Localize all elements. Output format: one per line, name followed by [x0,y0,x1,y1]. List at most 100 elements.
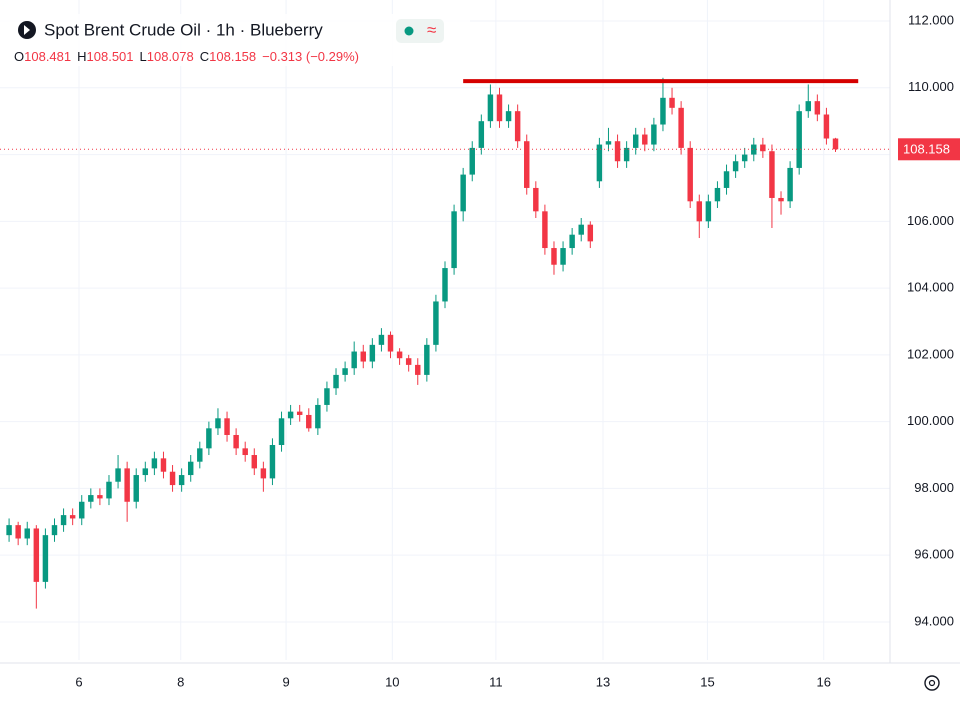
delay-icon: ≈ [427,20,436,39]
ohlc-row: O108.481 H108.501 L108.078 C108.158 −0.313 (… [14,49,359,64]
candle-body [369,344,376,362]
x-tick-label: 6 [75,674,82,689]
candle-body [79,501,85,519]
ohlc-key: H [77,49,86,64]
candle-body [88,495,94,502]
candle-body [751,144,757,155]
candle-body [151,458,158,469]
candle-body [197,448,203,462]
candle-body [832,138,839,150]
candle-body [242,448,248,456]
y-tick-label: 102.000 [907,346,954,361]
ohlc-value: 108.078 [147,49,194,64]
candle-body [578,224,584,235]
candle-body [551,248,557,265]
candle-body [360,351,366,362]
header-bg [0,14,470,66]
candle-body [678,107,684,148]
y-tick-label: 106.000 [907,213,954,228]
y-tick-label: 104.000 [907,280,954,295]
ohlc-value: 108.158 [209,49,256,64]
candle-body [233,434,239,449]
candle-body [315,404,321,429]
candle-body [60,515,67,526]
candle-body [97,495,103,499]
candle-body [723,171,730,188]
candle-body [69,515,76,519]
candle-body [732,161,739,172]
candle-body [478,121,485,148]
candle-body [251,455,258,469]
candle-body [215,418,221,429]
header: Spot Brent Crude Oil · 1h · Blueberry ≈ … [0,14,470,66]
candle-body [424,344,430,375]
candle-body [524,141,530,188]
x-tick-label: 8 [177,674,184,689]
candle-body [160,458,167,472]
candle-body [396,351,403,359]
candle-body [206,428,212,449]
candle-body [306,414,312,429]
candle-body [260,468,267,479]
candle-body [124,468,130,502]
candle-body [178,475,185,486]
candle-body [787,167,793,202]
candle-body [796,111,802,168]
candle-body [587,224,594,242]
candle-body [187,461,194,476]
candle-body [696,201,703,222]
candle-body [778,197,784,202]
change-label: −0.313 (−0.29%) [262,49,359,64]
x-tick-label: 16 [816,674,830,689]
candle-body [542,211,548,249]
candle-body [660,97,666,125]
candle-body [687,147,693,202]
candle-body [496,94,503,122]
candle-body [133,475,139,502]
candle-body [814,101,821,115]
ohlc-key: C [200,49,209,64]
x-tick-label: 10 [385,674,399,689]
candle-body [533,187,539,212]
candle-body [669,97,675,108]
candle-body [24,528,30,539]
candle-body [642,134,648,145]
candle-body [451,211,457,269]
y-tick-label: 94.000 [914,613,954,628]
candle-body [115,468,121,482]
candle-body [387,334,394,352]
candle-body [15,525,21,539]
candle-body [487,94,494,122]
candle-body [405,358,412,365]
ohlc-value: 108.501 [87,49,134,64]
settings-icon [928,679,936,687]
candle-body [106,481,112,499]
candle-body [224,418,230,435]
candle-body [433,301,439,345]
candle-body [469,147,475,175]
candle-body [741,154,748,162]
x-tick-label: 13 [596,674,610,689]
y-tick-label: 96.000 [914,547,954,562]
candle-body [769,151,775,198]
candle-body [569,234,575,249]
ohlc-key: O [14,49,24,64]
candle-body [596,144,603,182]
candle-body [269,445,276,479]
candle-body [460,174,466,212]
candle-body [333,374,339,389]
candle-body [505,111,512,122]
candle-body [287,411,294,419]
candles [6,77,839,609]
ohlc-value: 108.481 [24,49,71,64]
candle-body [278,418,285,446]
status-badge[interactable] [396,19,444,43]
candle-body [823,114,830,139]
candle-body [142,468,149,476]
settings-button[interactable] [924,675,940,691]
candle-body [442,268,448,302]
chart-title: Spot Brent Crude Oil · 1h · Blueberry [44,20,323,39]
market-status-dot [404,26,414,36]
candle-body [651,124,657,145]
candle-body [705,201,712,222]
